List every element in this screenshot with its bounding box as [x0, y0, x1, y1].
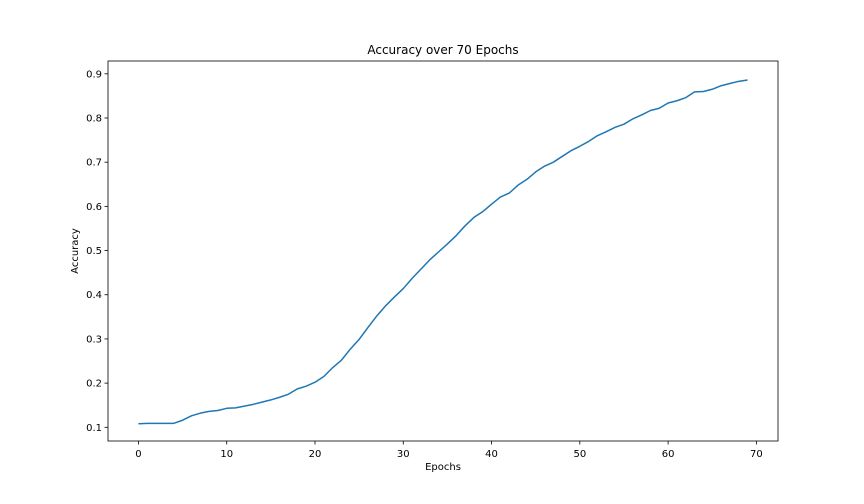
x-tick-label: 0 [135, 449, 141, 460]
y-tick-label: 0.2 [86, 379, 102, 390]
y-tick-label: 0.3 [86, 334, 102, 345]
plot-area: 0 10 20 30 40 50 60 70 0.1 0.2 0.3 0.4 0.5 0.6 0.7 0.8… [86, 60, 779, 460]
x-tick-label: 10 [220, 449, 233, 460]
x-tick-label: 30 [397, 449, 410, 460]
x-tick-label: 40 [485, 449, 498, 460]
y-tick-label: 0.1 [86, 423, 102, 434]
y-axis-ticks: 0.1 0.2 0.3 0.4 0.5 0.6 0.7 0.8 0.9 [86, 69, 108, 434]
x-axis-label: Epochs [425, 462, 461, 473]
x-tick-label: 20 [309, 449, 322, 460]
chart-title: Accuracy over 70 Epochs [367, 43, 518, 57]
y-tick-label: 0.5 [86, 246, 102, 257]
x-tick-label: 60 [662, 449, 675, 460]
axes-frame [107, 60, 779, 442]
y-tick-label: 0.4 [86, 290, 102, 301]
y-tick-label: 0.9 [86, 69, 102, 80]
y-axis-label: Accuracy [70, 228, 81, 274]
y-tick-label: 0.6 [86, 202, 102, 213]
x-tick-label: 70 [750, 449, 763, 460]
x-axis-ticks: 0 10 20 30 40 50 60 70 [135, 441, 763, 460]
series-line-1 [138, 79, 748, 425]
y-tick-label: 0.8 [86, 114, 102, 125]
series-group [138, 79, 748, 425]
y-tick-label: 0.7 [86, 158, 102, 169]
x-tick-label: 50 [573, 449, 586, 460]
